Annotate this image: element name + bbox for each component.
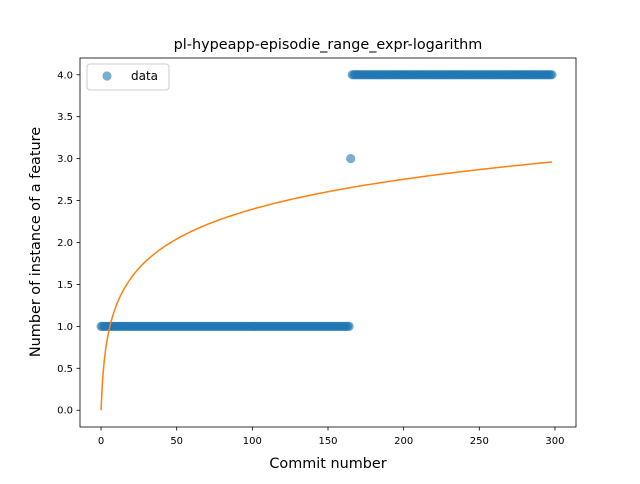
fit-line	[100, 161, 553, 411]
data-point	[547, 70, 557, 80]
data-point	[346, 154, 356, 164]
y-tick-label: 1.0	[57, 322, 73, 333]
y-tick-label: 2.5	[57, 196, 73, 207]
x-tick-label: 0	[98, 436, 104, 447]
data-point	[344, 321, 354, 331]
y-tick-label: 2.0	[57, 238, 73, 249]
x-axis-label: Commit number	[269, 456, 386, 472]
y-tick-label: 0.0	[57, 406, 73, 417]
y-axis-label: Number of instance of a feature	[28, 127, 44, 357]
chart-title: pl-hypeapp-episodie_range_expr-logarithm	[174, 37, 483, 53]
x-tick-label: 250	[470, 436, 489, 447]
plot-area: 0 50 100 150 200 250 300 0.0 0.5 1.0 1.5 2.0 2.5 3.0 3…	[57, 57, 577, 447]
x-tick-label: 150	[318, 436, 337, 447]
x-tick-label: 100	[243, 436, 262, 447]
y-tick-label: 0.5	[57, 364, 73, 375]
x-tick-label: 50	[170, 436, 183, 447]
x-tick-label: 300	[545, 436, 564, 447]
legend-marker-data	[102, 71, 112, 81]
y-tick-label: 1.5	[57, 280, 73, 291]
x-tick-label: 200	[394, 436, 413, 447]
legend-frame	[86, 63, 170, 91]
y-tick-label: 4.0	[57, 70, 73, 81]
y-tick-label: 3.0	[57, 154, 73, 165]
y-tick-label: 3.5	[57, 112, 73, 123]
legend: data	[86, 63, 170, 91]
axes-frame	[79, 57, 577, 428]
legend-label-data: data	[131, 69, 158, 83]
